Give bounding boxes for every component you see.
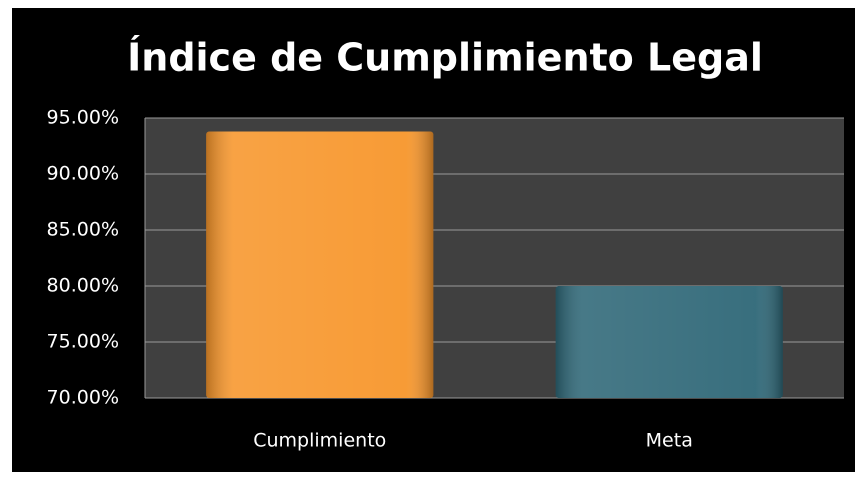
x-tick-label: Meta <box>646 430 693 452</box>
y-tick-label: 90.00% <box>47 163 119 185</box>
bar-shade <box>206 131 434 398</box>
y-tick-label: 75.00% <box>47 331 119 353</box>
y-tick-label: 80.00% <box>47 275 119 297</box>
chart-title: Índice de Cumplimiento Legal <box>127 36 763 80</box>
y-tick-label: 85.00% <box>47 219 119 241</box>
x-tick-label: Cumplimiento <box>253 430 386 452</box>
y-tick-label: 95.00% <box>47 107 119 129</box>
bar-shade <box>555 286 783 398</box>
y-tick-label: 70.00% <box>47 387 119 409</box>
